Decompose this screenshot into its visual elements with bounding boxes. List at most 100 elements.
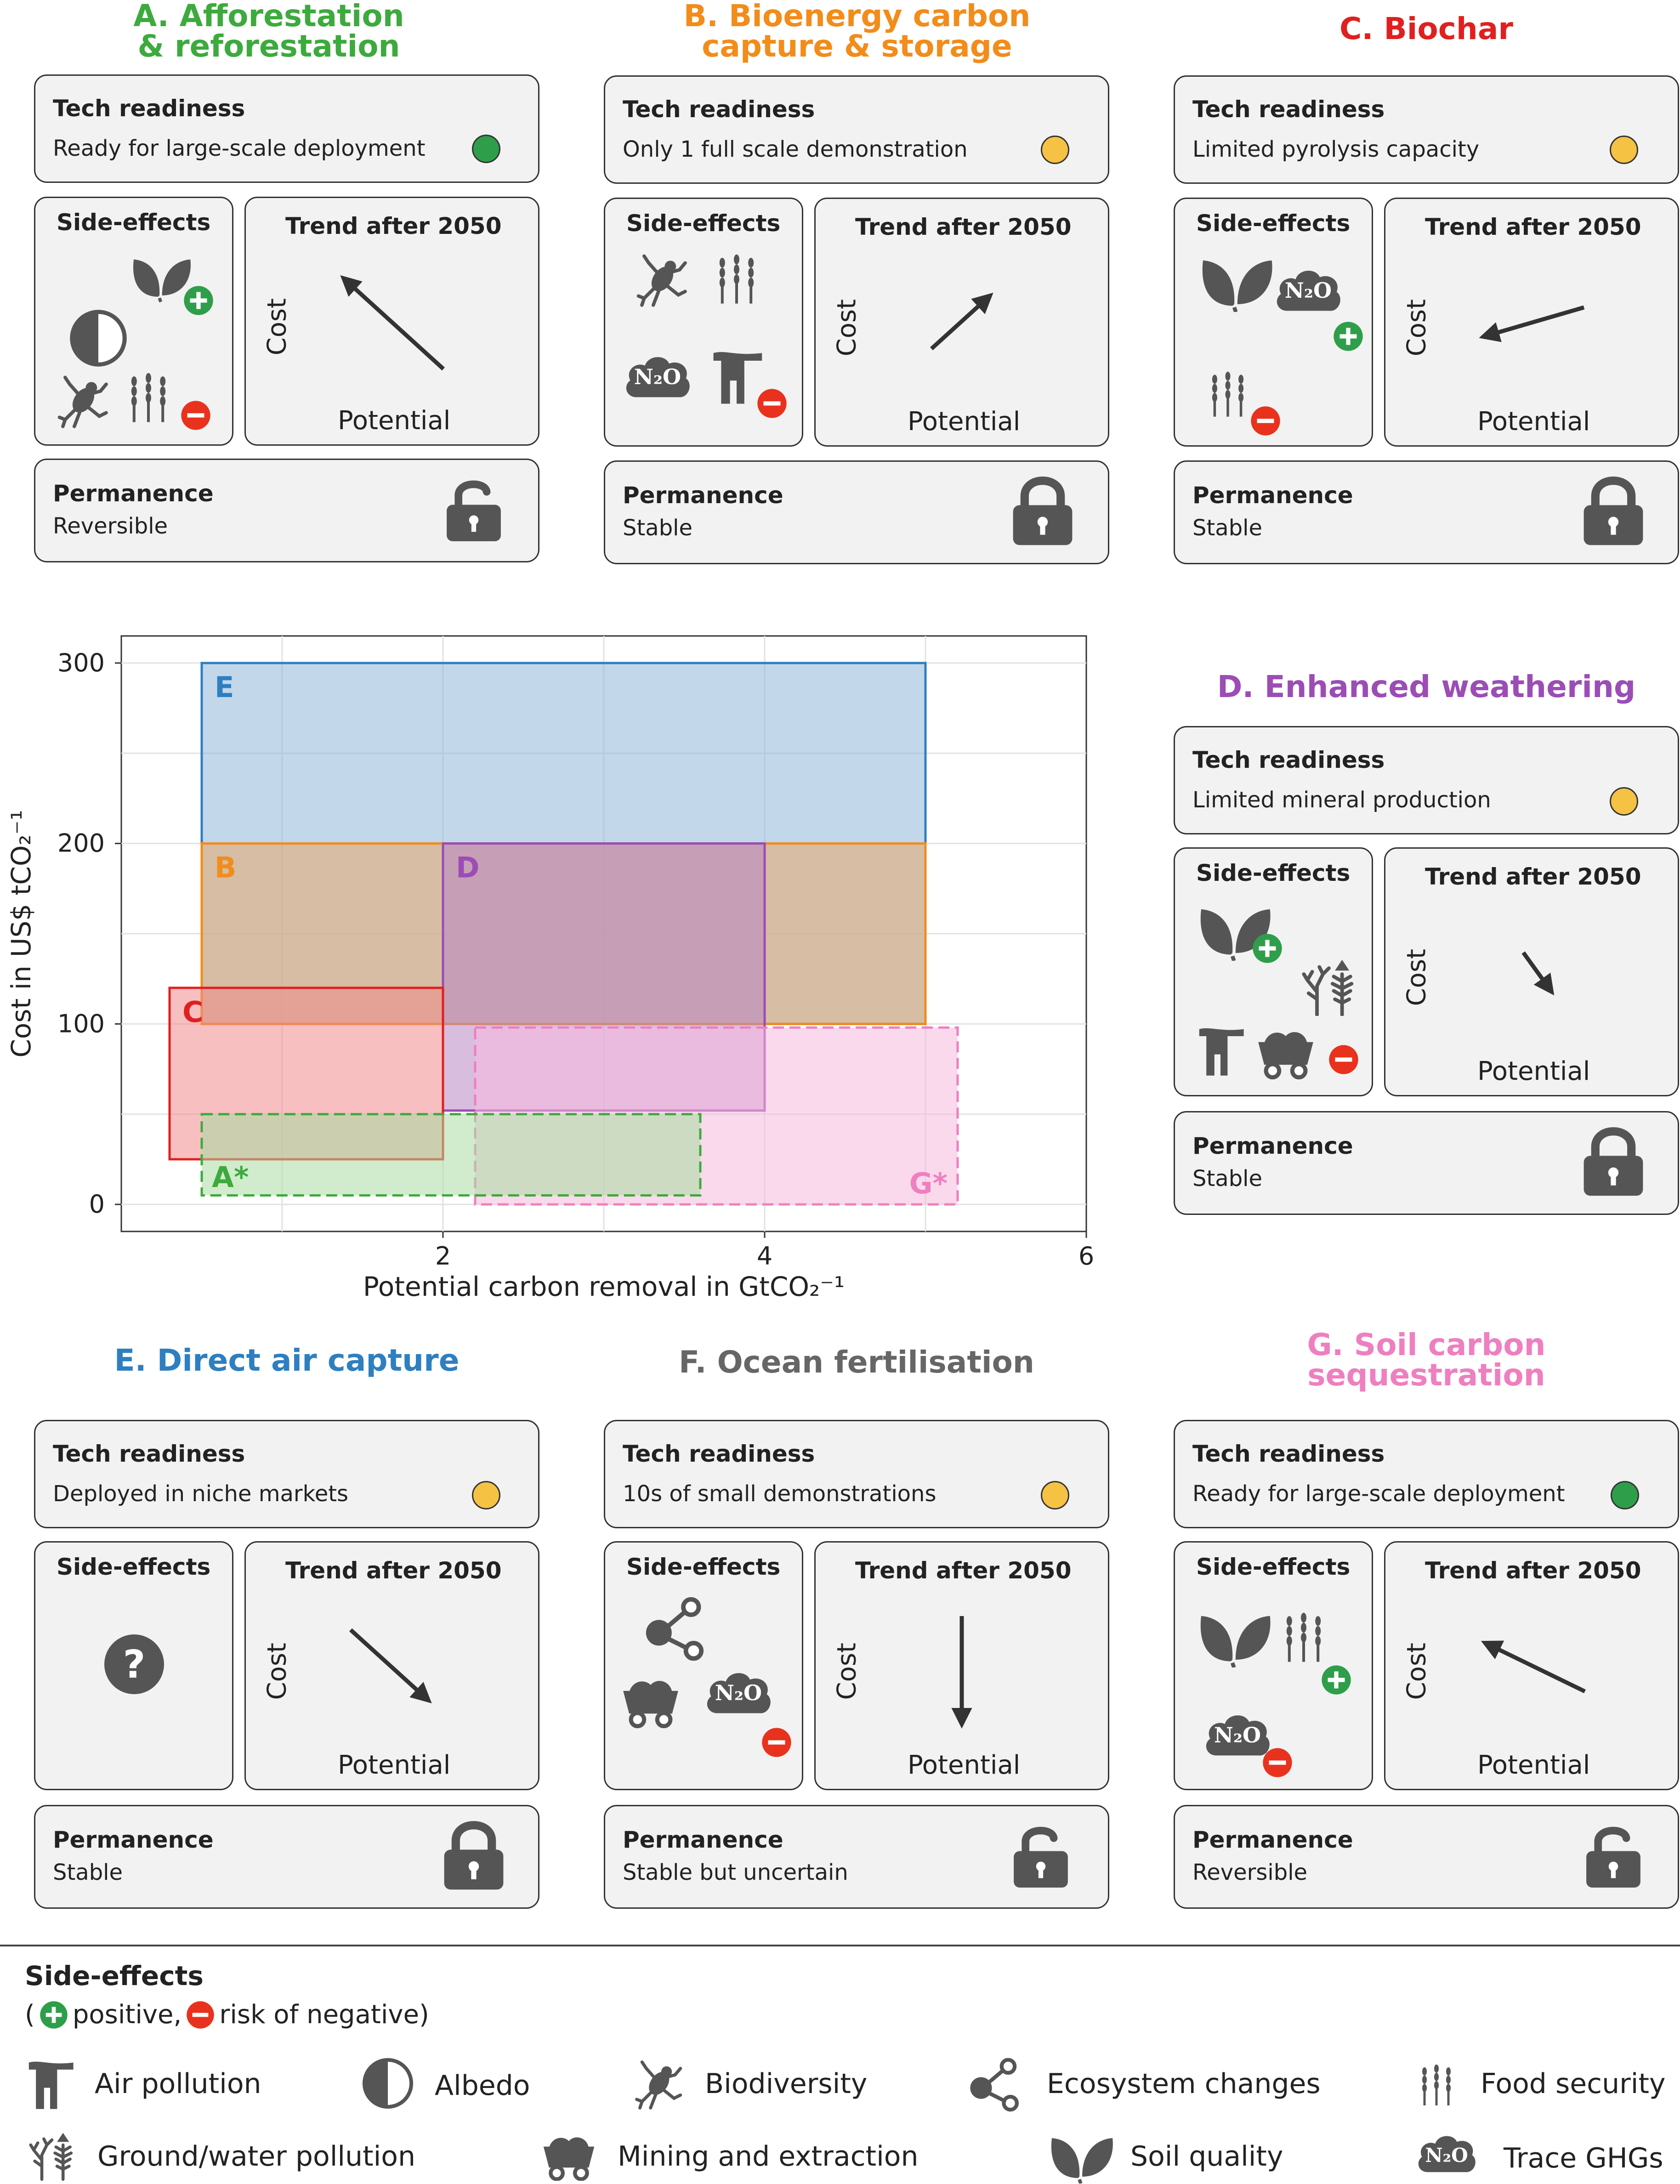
lock-icon [1581, 1124, 1646, 1199]
permanence-text: Stable [1192, 515, 1263, 541]
tech-readiness-label: Tech readiness [53, 1441, 245, 1467]
positive-icon [1252, 933, 1283, 964]
soil-quality-icon [127, 249, 192, 304]
legend-note-positive: positive, [72, 2000, 182, 2030]
negative-icon [1262, 1747, 1293, 1778]
mining-extraction-icon [541, 2131, 596, 2181]
panel-a-title: A. Afforestation & reforestation [133, 0, 404, 64]
tech-readiness-box: Tech readiness Limited pyrolysis capacit… [1174, 75, 1679, 184]
trend-box: Trend after 2050 Cost Potential [244, 1541, 539, 1790]
ecosystem-changes-icon [645, 1597, 709, 1661]
readiness-dot-green [472, 135, 500, 163]
permanence-box: Permanence Stable [604, 460, 1109, 564]
permanence-label: Permanence [623, 482, 783, 509]
biodiversity-icon [631, 2057, 685, 2110]
tech-readiness-label: Tech readiness [1192, 96, 1385, 123]
range-boxes [168, 662, 959, 1206]
tech-readiness-box: Tech readiness Ready for large-scale dep… [34, 74, 539, 183]
trend-label: Trend after 2050 [1425, 863, 1641, 890]
x-axis-label: Potential carbon removal in GtCO₂⁻¹ [363, 1271, 845, 1302]
tech-readiness-box: Tech readiness Deployed in niche markets [34, 1420, 539, 1528]
readiness-text: Ready for large-scale deployment [53, 136, 426, 161]
mining-extraction-icon [1256, 1025, 1316, 1079]
range-box-a-star [200, 1113, 702, 1197]
permanence-text: Stable [53, 1860, 123, 1885]
trend-arrow [1479, 305, 1585, 342]
permanence-text: Stable [1192, 1166, 1263, 1191]
legend-divider [0, 1945, 1680, 1946]
range-box-label: E [215, 670, 234, 704]
permanence-label: Permanence [623, 1827, 783, 1853]
air-pollution-icon [1195, 1021, 1246, 1082]
readiness-text: 10s of small demonstrations [623, 1481, 936, 1507]
permanence-box: Permanence Stable but uncertain [604, 1805, 1109, 1909]
panel-d-title: D. Enhanced weathering [1217, 669, 1636, 704]
permanence-label: Permanence [53, 1827, 214, 1853]
readiness-text: Limited pyrolysis capacity [1192, 136, 1480, 162]
potential-axis-label: Potential [1477, 407, 1590, 437]
y-tick-label: 0 [89, 1190, 105, 1219]
trend-box: Trend after 2050 Cost Potential [1384, 198, 1679, 447]
readiness-dot-yellow [1041, 136, 1069, 164]
trend-box: Trend after 2050 Cost Potential [1384, 1541, 1679, 1790]
panel-b-title: B. Bioenergy carbon capture & storage [683, 0, 1031, 64]
potential-axis-label: Potential [908, 407, 1021, 437]
food-security-icon [1203, 363, 1253, 422]
x-tick-label: 6 [1078, 1242, 1094, 1271]
side-effects-label: Side-effects [57, 209, 211, 236]
legend-item-mining-extraction: Mining and extraction [618, 2140, 919, 2173]
y-tick-label: 100 [57, 1009, 105, 1038]
side-effects-box: Side-effects [34, 197, 233, 446]
trend-box: Trend after 2050 Cost Potential [1384, 847, 1679, 1096]
trend-box: Trend after 2050 Cost Potential [814, 198, 1109, 447]
negative-icon [181, 400, 211, 431]
ground-water-pollution-icon [1299, 956, 1359, 1016]
range-box-labels: E B D C G* A* [182, 670, 948, 1200]
legend-item-biodiversity: Biodiversity [705, 2068, 868, 2100]
soil-quality-icon [1195, 250, 1273, 312]
side-effects-label: Side-effects [1196, 860, 1351, 886]
albedo-icon [68, 308, 128, 368]
permanence-label: Permanence [1192, 482, 1353, 509]
permanence-label: Permanence [1192, 1827, 1353, 1853]
food-security-icon [1276, 1607, 1331, 1664]
trend-label: Trend after 2050 [855, 1557, 1072, 1584]
potential-axis-label: Potential [338, 406, 451, 436]
y-tick-label: 200 [57, 829, 105, 858]
trend-box: Trend after 2050 Cost Potential [814, 1541, 1109, 1790]
range-box-label: C [182, 995, 204, 1029]
biodiversity-icon [633, 250, 690, 307]
permanence-box: Permanence Reversible [1174, 1805, 1679, 1909]
readiness-dot-yellow [1041, 1481, 1069, 1509]
legend-title: Side-effects [25, 1960, 204, 1991]
tech-readiness-box: Tech readiness Only 1 full scale demonst… [604, 75, 1109, 184]
trend-label: Trend after 2050 [1425, 214, 1641, 240]
permanence-text: Stable but uncertain [623, 1860, 848, 1885]
permanence-box: Permanence Reversible [34, 459, 539, 562]
side-effects-box: Side-effects ? [34, 1541, 233, 1790]
ground-water-pollution-icon [27, 2127, 77, 2183]
side-effects-label: Side-effects [57, 1554, 211, 1580]
n2o-label: N₂O [1425, 2144, 1468, 2167]
x-tick-label: 4 [757, 1242, 772, 1271]
range-box-label: G* [909, 1167, 948, 1200]
side-effects-box: Side-effects N₂O [1174, 1541, 1373, 1790]
side-effects-box: Side-effects N₂O [604, 198, 803, 447]
food-security-icon [709, 250, 764, 305]
legend-note: ( positive, risk of negative) [25, 2000, 429, 2030]
food-security-icon [1413, 2057, 1459, 2110]
lock-icon [1010, 474, 1075, 548]
unknown-icon: ? [104, 1634, 164, 1694]
tech-readiness-label: Tech readiness [1192, 747, 1385, 773]
soil-quality-icon [1193, 1605, 1271, 1668]
potential-axis-label: Potential [338, 1750, 451, 1780]
readiness-text: Limited mineral production [1192, 787, 1491, 813]
legend-item-ground-water-pollution: Ground/water pollution [97, 2140, 416, 2173]
readiness-dot-yellow [472, 1481, 500, 1509]
lock-icon [1581, 474, 1646, 548]
readiness-dot-green [1611, 1481, 1639, 1509]
trend-arrow [930, 292, 993, 351]
y-ticks: 0 100 200 300 [57, 648, 121, 1219]
permanence-box: Permanence Stable [1174, 460, 1679, 564]
trend-label: Trend after 2050 [285, 213, 502, 239]
